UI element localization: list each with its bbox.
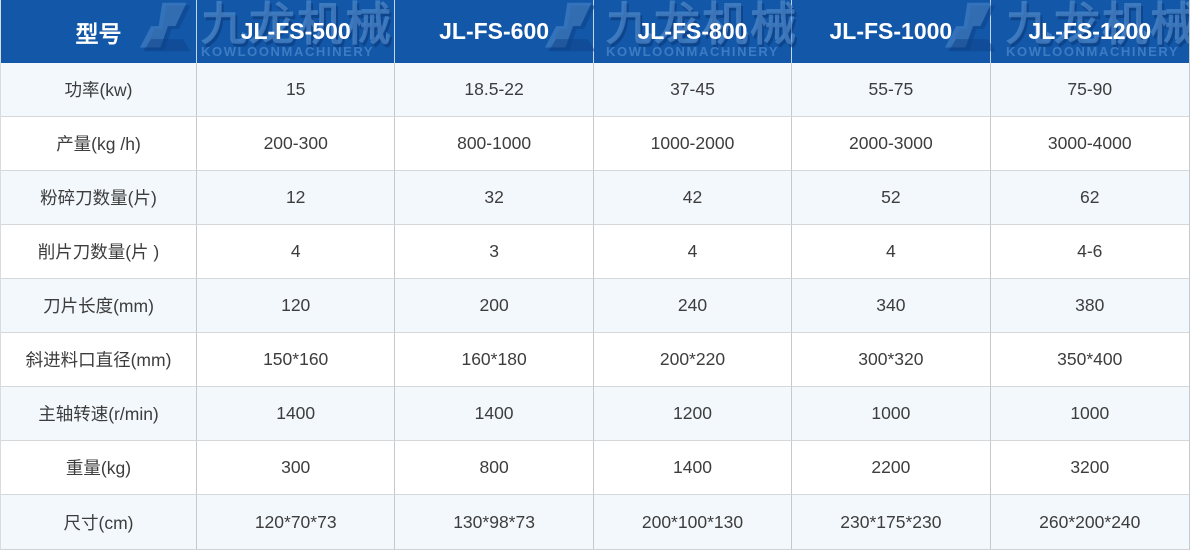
spec-value-cell: 62 (990, 171, 1189, 225)
spec-value-cell: 800 (395, 441, 594, 495)
model-column-header-label: 型号 (75, 20, 122, 47)
spec-value-cell: 2200 (792, 441, 991, 495)
column-header-label: JL-FS-600 (439, 18, 550, 44)
spec-value-cell: 200-300 (197, 117, 396, 171)
spec-value-cell: 75-90 (990, 63, 1189, 117)
column-header-label: JL-FS-800 (637, 18, 748, 44)
spec-value-cell: 18.5-22 (395, 63, 594, 117)
row-label: 粉碎刀数量(片) (1, 171, 197, 225)
spec-value-cell: 1000 (792, 387, 991, 441)
table-row: 产量(kg /h) 200-300 800-1000 1000-2000 2000-30… (1, 117, 1189, 171)
model-column-header: 型号 (1, 0, 197, 63)
spec-value-cell: 800-1000 (395, 117, 594, 171)
spec-value-cell: 160*180 (395, 333, 594, 387)
spec-value-cell: 2000-3000 (792, 117, 991, 171)
row-label: 刀片长度(mm) (1, 279, 197, 333)
column-header-jl-fs-500: JL-FS-500 (197, 0, 396, 63)
spec-value-cell: 240 (593, 279, 793, 333)
spec-value-cell: 1200 (593, 387, 793, 441)
spec-value-cell: 3 (395, 225, 594, 279)
spec-value-cell: 37-45 (593, 63, 793, 117)
spec-value-cell: 1000 (990, 387, 1189, 441)
spec-value-cell: 1400 (197, 387, 396, 441)
spec-value-cell: 1000-2000 (593, 117, 793, 171)
spec-value-cell: 300*320 (792, 333, 991, 387)
spec-value-cell: 200 (395, 279, 594, 333)
spec-value-cell: 200*220 (593, 333, 793, 387)
spec-value-cell: 200*100*130 (593, 495, 793, 549)
spec-value-cell: 42 (593, 171, 793, 225)
spec-value-cell: 120 (197, 279, 396, 333)
spec-value-cell: 4 (792, 225, 991, 279)
spec-value-cell: 130*98*73 (395, 495, 594, 549)
spec-value-cell: 340 (792, 279, 991, 333)
column-header-jl-fs-800: JL-FS-800 (593, 0, 793, 63)
table-row: 斜进料口直径(mm) 150*160 160*180 200*220 300*320 35… (1, 333, 1189, 387)
table-row: 粉碎刀数量(片) 12 32 42 52 62 (1, 171, 1189, 225)
spec-value-cell: 260*200*240 (990, 495, 1189, 549)
spec-value-cell: 300 (197, 441, 396, 495)
row-label: 削片刀数量(片 ) (1, 225, 197, 279)
spec-value-cell: 4 (197, 225, 396, 279)
spec-value-cell: 4 (593, 225, 793, 279)
row-label: 尺寸(cm) (1, 495, 197, 549)
spec-value-cell: 230*175*230 (792, 495, 991, 549)
column-header-jl-fs-1200: JL-FS-1200 (990, 0, 1189, 63)
spec-value-cell: 4-6 (990, 225, 1189, 279)
spec-value-cell: 15 (197, 63, 396, 117)
spec-value-cell: 3200 (990, 441, 1189, 495)
column-header-label: JL-FS-500 (240, 18, 351, 44)
spec-value-cell: 55-75 (792, 63, 991, 117)
row-label: 功率(kw) (1, 63, 197, 117)
spec-value-cell: 52 (792, 171, 991, 225)
row-label: 产量(kg /h) (1, 117, 197, 171)
spec-value-cell: 1400 (593, 441, 793, 495)
spec-value-cell: 150*160 (197, 333, 396, 387)
table-row: 尺寸(cm) 120*70*73 130*98*73 200*100*130 230*1… (1, 495, 1189, 549)
spec-value-cell: 1400 (395, 387, 594, 441)
spec-value-cell: 350*400 (990, 333, 1189, 387)
table-row: 削片刀数量(片 ) 4 3 4 4 4-6 (1, 225, 1189, 279)
table-header-row: 型号 JL-FS-500 JL-FS-600 JL-FS-800 JL-FS-1000… (1, 0, 1189, 63)
table-row: 重量(kg) 300 800 1400 2200 3200 (1, 441, 1189, 495)
column-header-label: JL-FS-1200 (1028, 18, 1152, 44)
table-row: 刀片长度(mm) 120 200 240 340 380 (1, 279, 1189, 333)
column-header-jl-fs-1000: JL-FS-1000 (792, 0, 991, 63)
row-label: 斜进料口直径(mm) (1, 333, 197, 387)
table-row: 主轴转速(r/min) 1400 1400 1200 1000 1000 (1, 387, 1189, 441)
row-label: 主轴转速(r/min) (1, 387, 197, 441)
column-header-label: JL-FS-1000 (829, 18, 953, 44)
spec-value-cell: 380 (990, 279, 1189, 333)
row-label: 重量(kg) (1, 441, 197, 495)
spec-value-cell: 32 (395, 171, 594, 225)
spec-value-cell: 3000-4000 (990, 117, 1189, 171)
spec-value-cell: 120*70*73 (197, 495, 396, 549)
table-row: 功率(kw) 15 18.5-22 37-45 55-75 75-90 (1, 63, 1189, 117)
spec-value-cell: 12 (197, 171, 396, 225)
column-header-jl-fs-600: JL-FS-600 (395, 0, 594, 63)
